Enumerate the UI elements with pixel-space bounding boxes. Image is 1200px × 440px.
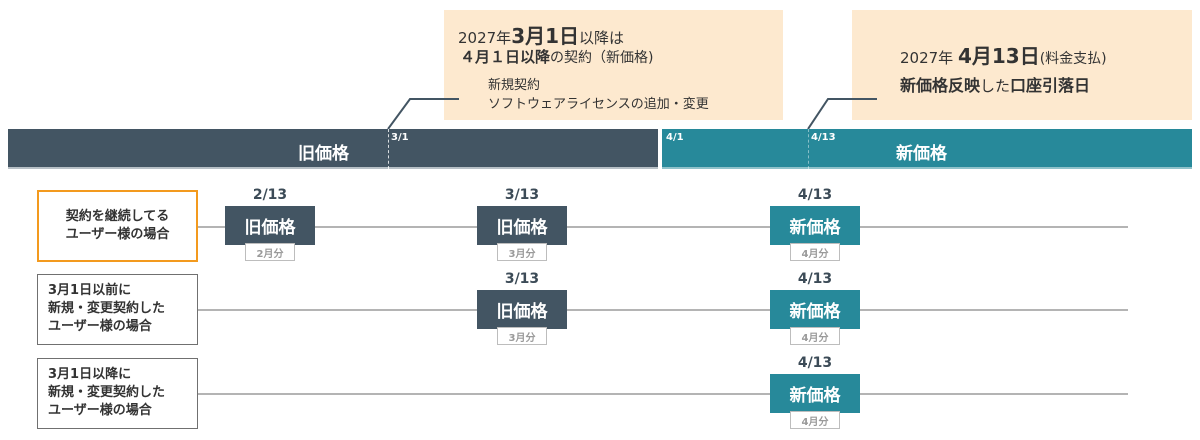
row3-timeline-line bbox=[198, 393, 1128, 395]
tick-mar1-marker bbox=[388, 129, 389, 169]
payment-date: 3/13 bbox=[504, 271, 540, 287]
callout-debit-date: 2027年 4月13日(料金支払) 新価格反映した口座引落日 bbox=[852, 10, 1192, 120]
payment-month-tag: 3月分 bbox=[497, 243, 547, 261]
case-after-mar1-users: 3月1日以降に 新規・変更契約した ユーザー様の場合 bbox=[37, 358, 198, 429]
payment-date: 4/13 bbox=[797, 271, 833, 287]
note2-line2: 新価格反映した口座引落日 bbox=[900, 76, 1091, 95]
payment-date: 4/13 bbox=[797, 187, 833, 203]
payment-price-old: 旧価格 bbox=[477, 206, 567, 245]
payment-price-new: 新価格 bbox=[770, 290, 860, 329]
old-price-period-bar: 旧価格 3/1 bbox=[8, 129, 658, 169]
new-price-period-bar: 4/1 4/13 新価格 bbox=[662, 129, 1192, 169]
tick-apr13-label: 4/13 bbox=[811, 132, 836, 143]
payment-date: 3/13 bbox=[504, 187, 540, 203]
payment-month-tag: 4月分 bbox=[790, 243, 840, 261]
tick-apr13-marker bbox=[808, 129, 809, 169]
payment-price-new: 新価格 bbox=[770, 206, 860, 245]
payment-month-tag: 3月分 bbox=[497, 327, 547, 345]
payment-month-tag: 2月分 bbox=[245, 243, 295, 261]
payment-price-old: 旧価格 bbox=[477, 290, 567, 329]
note1-line1: 2027年3月1日以降は bbox=[458, 24, 625, 48]
note1-details: 新規契約 ソフトウェアライセンスの追加・変更 bbox=[488, 78, 709, 112]
payment-price-new: 新価格 bbox=[770, 374, 860, 413]
case-before-mar1-users: 3月1日以前に 新規・変更契約した ユーザー様の場合 bbox=[37, 274, 198, 345]
old-price-label: 旧価格 bbox=[298, 144, 349, 164]
new-price-label: 新価格 bbox=[896, 144, 947, 164]
note1-line2: ４月１日以降の契約（新価格) bbox=[460, 48, 654, 66]
payment-date: 4/13 bbox=[797, 355, 833, 371]
payment-month-tag: 4月分 bbox=[790, 327, 840, 345]
callout-price-change-date: 2027年3月1日以降は ４月１日以降の契約（新価格) 新規契約 ソフトウェアライ… bbox=[444, 10, 783, 120]
case-continuing-users: 契約を継続してる ユーザー様の場合 bbox=[37, 190, 198, 262]
tick-apr1-label: 4/1 bbox=[666, 132, 684, 143]
row2-timeline-line bbox=[198, 309, 1128, 311]
note2-line1: 2027年 4月13日(料金支払) bbox=[900, 44, 1107, 68]
tick-mar1-label: 3/1 bbox=[391, 132, 409, 143]
payment-month-tag: 4月分 bbox=[790, 411, 840, 429]
payment-date: 2/13 bbox=[252, 187, 288, 203]
payment-price-old: 旧価格 bbox=[225, 206, 315, 245]
row1-timeline-line bbox=[198, 226, 1128, 228]
